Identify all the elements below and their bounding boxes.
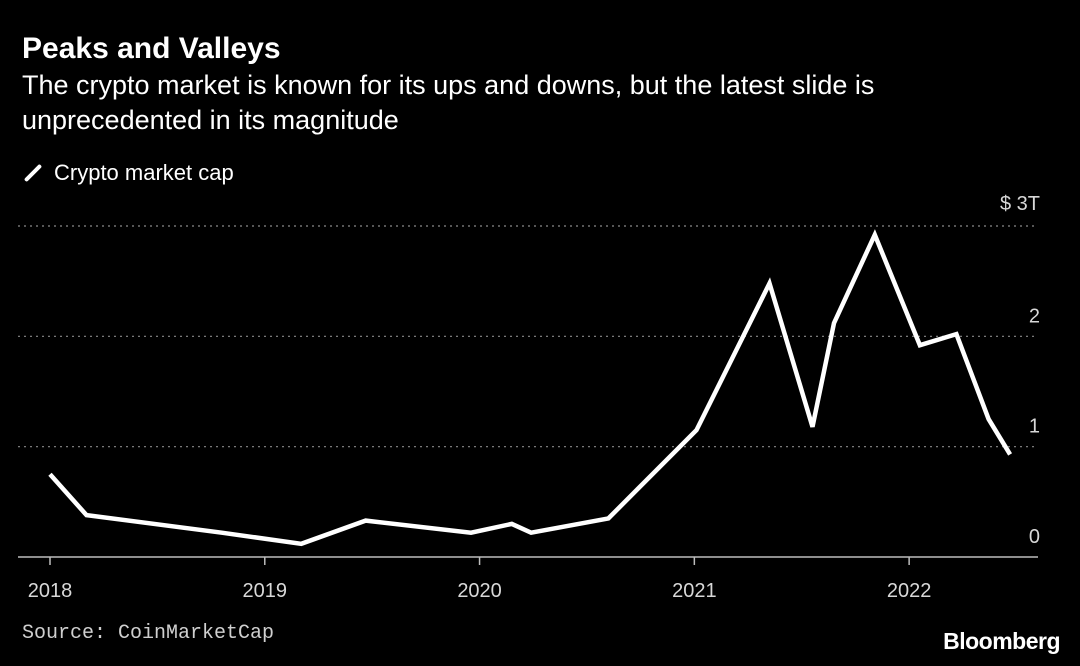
legend: Crypto market cap: [22, 158, 234, 188]
x-tick-label: 2021: [672, 580, 717, 602]
y-tick-label: 2: [1029, 305, 1040, 327]
source-note: Source: CoinMarketCap: [22, 622, 275, 645]
y-tick-label: 0: [1029, 526, 1040, 548]
x-tick-label: 2022: [887, 580, 932, 602]
x-tick-label: 2019: [243, 580, 288, 602]
series-line-crypto-market-cap: [48, 229, 1013, 547]
legend-label: Crypto market cap: [54, 160, 234, 185]
x-tick-label: 2020: [457, 580, 502, 602]
y-tick-label: 1: [1029, 416, 1040, 438]
chart-subtitle: The crypto market is known for its ups a…: [22, 70, 875, 135]
x-tick-label: 2018: [28, 580, 73, 602]
chart-title: Peaks and Valleys: [22, 32, 281, 65]
y-tick-label: $ 3T: [1000, 193, 1040, 215]
brand-logo: Bloomberg: [943, 628, 1060, 654]
